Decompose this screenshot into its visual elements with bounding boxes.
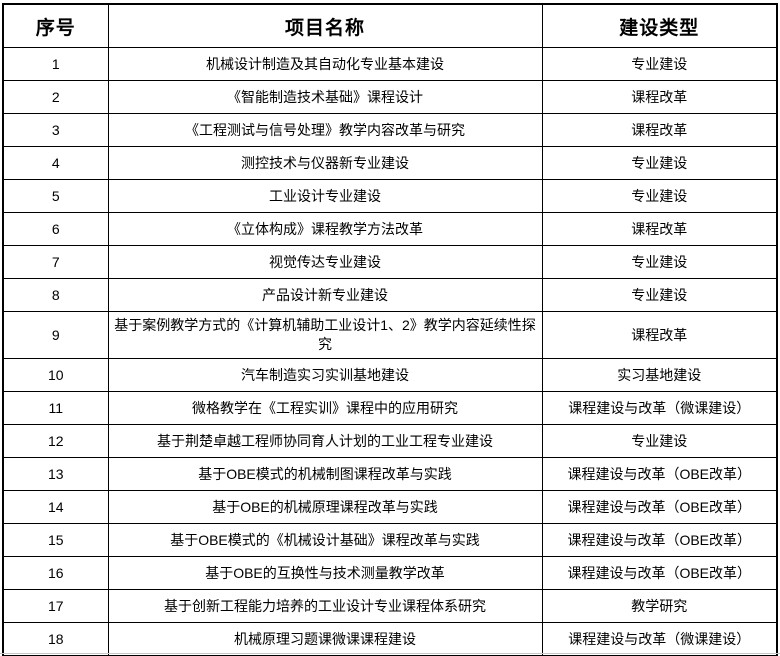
cell-name: 微格教学在《工程实训》课程中的应用研究	[107, 391, 543, 425]
table-row: 18 机械原理习题课微课课程建设 课程建设与改革（微课建设）	[2, 622, 778, 656]
cell-name: 基于创新工程能力培养的工业设计专业课程体系研究	[107, 589, 543, 623]
cell-type: 实习基地建设	[541, 358, 778, 392]
table-row: 9 基于案例教学方式的《计算机辅助工业设计1、2》教学内容延续性探究 课程改革	[2, 311, 778, 359]
cell-name: 机械设计制造及其自动化专业基本建设	[107, 47, 543, 81]
table-row: 16 基于OBE的互换性与技术测量教学改革 课程建设与改革（OBE改革）	[2, 556, 778, 590]
cell-no: 1	[2, 47, 109, 81]
cell-type: 专业建设	[541, 245, 778, 279]
table-row: 15 基于OBE模式的《机械设计基础》课程改革与实践 课程建设与改革（OBE改革…	[2, 523, 778, 557]
cell-type: 课程建设与改革（OBE改革）	[541, 556, 778, 590]
cell-name: 基于OBE模式的机械制图课程改革与实践	[107, 457, 543, 491]
cell-name: 机械原理习题课微课课程建设	[107, 622, 543, 656]
table-row: 1 机械设计制造及其自动化专业基本建设 专业建设	[2, 47, 778, 81]
cell-type: 课程建设与改革（OBE改革）	[541, 523, 778, 557]
cell-name: 基于案例教学方式的《计算机辅助工业设计1、2》教学内容延续性探究	[107, 311, 543, 359]
cell-type: 课程建设与改革（OBE改革）	[541, 490, 778, 524]
cell-type: 课程建设与改革（OBE改革）	[541, 457, 778, 491]
cell-type: 课程改革	[541, 80, 778, 114]
column-header-name: 项目名称	[107, 3, 543, 48]
cell-name: 《立体构成》课程教学方法改革	[107, 212, 543, 246]
table-row: 8 产品设计新专业建设 专业建设	[2, 278, 778, 312]
table-header-row: 序号 项目名称 建设类型	[2, 3, 778, 48]
cell-no: 14	[2, 490, 109, 524]
cell-name: 基于OBE的互换性与技术测量教学改革	[107, 556, 543, 590]
cell-type: 课程改革	[541, 113, 778, 147]
cell-no: 2	[2, 80, 109, 114]
cell-type: 课程改革	[541, 212, 778, 246]
cell-name: 汽车制造实习实训基地建设	[107, 358, 543, 392]
cell-no: 15	[2, 523, 109, 557]
table-row: 7 视觉传达专业建设 专业建设	[2, 245, 778, 279]
cell-type: 专业建设	[541, 278, 778, 312]
table-row: 12 基于荆楚卓越工程师协同育人计划的工业工程专业建设 专业建设	[2, 424, 778, 458]
cell-type: 专业建设	[541, 47, 778, 81]
cell-type: 专业建设	[541, 146, 778, 180]
table-row: 17 基于创新工程能力培养的工业设计专业课程体系研究 教学研究	[2, 589, 778, 623]
cell-type: 课程改革	[541, 311, 778, 359]
table-row: 2 《智能制造技术基础》课程设计 课程改革	[2, 80, 778, 114]
column-header-type: 建设类型	[541, 3, 778, 48]
table-row: 5 工业设计专业建设 专业建设	[2, 179, 778, 213]
cell-no: 18	[2, 622, 109, 656]
cell-no: 16	[2, 556, 109, 590]
cell-name: 基于荆楚卓越工程师协同育人计划的工业工程专业建设	[107, 424, 543, 458]
cell-no: 5	[2, 179, 109, 213]
cell-name: 基于OBE的机械原理课程改革与实践	[107, 490, 543, 524]
cell-name: 《工程测试与信号处理》教学内容改革与研究	[107, 113, 543, 147]
table-row: 14 基于OBE的机械原理课程改革与实践 课程建设与改革（OBE改革）	[2, 490, 778, 524]
cell-name: 《智能制造技术基础》课程设计	[107, 80, 543, 114]
cell-name: 测控技术与仪器新专业建设	[107, 146, 543, 180]
cell-no: 7	[2, 245, 109, 279]
cell-no: 4	[2, 146, 109, 180]
table-row: 3 《工程测试与信号处理》教学内容改革与研究 课程改革	[2, 113, 778, 147]
page-bottom-divider	[0, 653, 780, 654]
cell-no: 10	[2, 358, 109, 392]
cell-type: 教学研究	[541, 589, 778, 623]
cell-type: 专业建设	[541, 179, 778, 213]
cell-no: 12	[2, 424, 109, 458]
cell-no: 11	[2, 391, 109, 425]
cell-name: 产品设计新专业建设	[107, 278, 543, 312]
table-row: 11 微格教学在《工程实训》课程中的应用研究 课程建设与改革（微课建设）	[2, 391, 778, 425]
cell-name: 基于OBE模式的《机械设计基础》课程改革与实践	[107, 523, 543, 557]
cell-no: 17	[2, 589, 109, 623]
cell-type: 课程建设与改革（微课建设）	[541, 622, 778, 656]
cell-type: 课程建设与改革（微课建设）	[541, 391, 778, 425]
cell-no: 6	[2, 212, 109, 246]
cell-type: 专业建设	[541, 424, 778, 458]
cell-no: 3	[2, 113, 109, 147]
cell-name: 视觉传达专业建设	[107, 245, 543, 279]
project-table: 序号 项目名称 建设类型 1 机械设计制造及其自动化专业基本建设 专业建设 2 …	[2, 3, 778, 656]
table-row: 4 测控技术与仪器新专业建设 专业建设	[2, 146, 778, 180]
cell-name: 工业设计专业建设	[107, 179, 543, 213]
table-row: 6 《立体构成》课程教学方法改革 课程改革	[2, 212, 778, 246]
column-header-no: 序号	[2, 3, 109, 48]
cell-no: 8	[2, 278, 109, 312]
table-row: 13 基于OBE模式的机械制图课程改革与实践 课程建设与改革（OBE改革）	[2, 457, 778, 491]
table-row: 10 汽车制造实习实训基地建设 实习基地建设	[2, 358, 778, 392]
cell-no: 13	[2, 457, 109, 491]
cell-no: 9	[2, 311, 109, 359]
